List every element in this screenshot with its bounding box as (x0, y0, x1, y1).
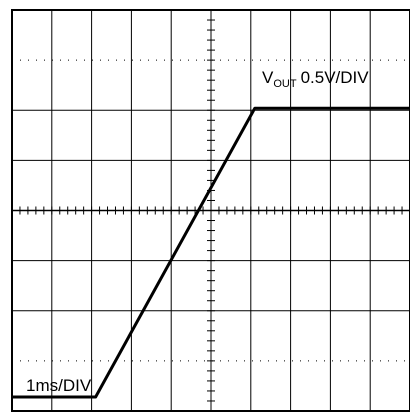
vout-trace (12, 106, 410, 399)
center-axis-ticks (11, 9, 410, 412)
channel-name-subscript: OUT (273, 78, 297, 90)
channel-label: VOUT 0.5V/DIV (262, 68, 369, 90)
screen-border (11, 9, 410, 412)
channel-scale: 0.5V/DIV (301, 68, 370, 87)
time-scale-label: 1ms/DIV (26, 376, 92, 395)
channel-name: V (262, 68, 274, 87)
